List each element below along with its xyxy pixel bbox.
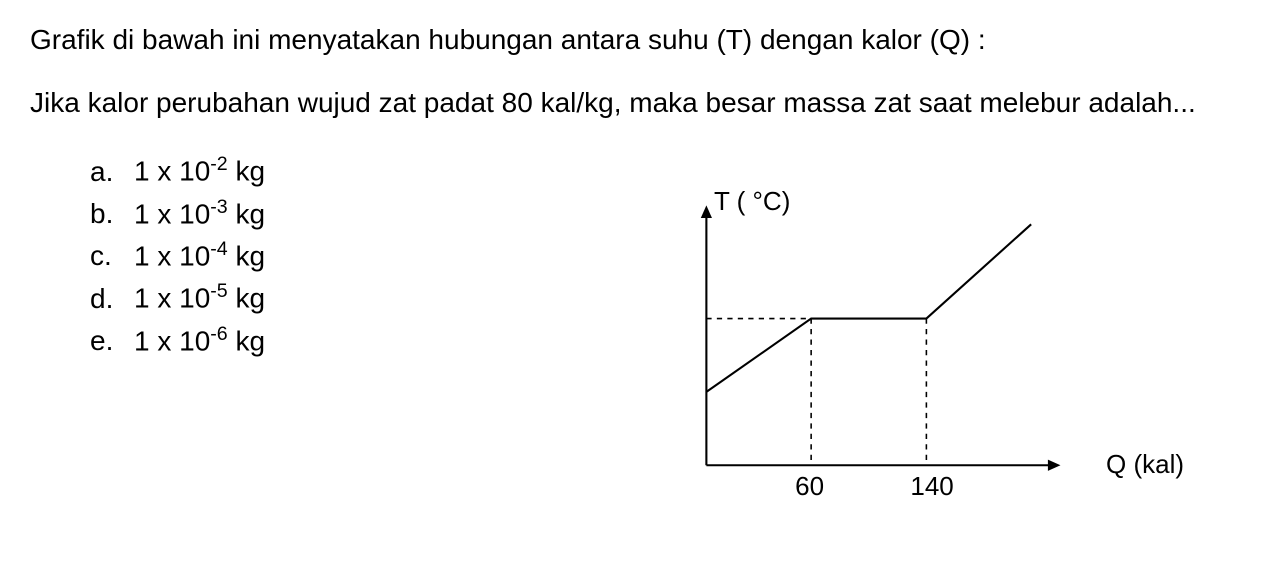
option-e: e. 1 x 10-6 kg (90, 320, 265, 362)
option-letter: c. (90, 235, 118, 277)
option-b: b. 1 x 10-3 kg (90, 193, 265, 235)
option-letter: e. (90, 320, 118, 362)
question-prompt: Jika kalor perubahan wujud zat padat 80 … (30, 83, 1244, 122)
options-list: a. 1 x 10-2 kg b. 1 x 10-3 kg c. 1 x 10-… (30, 130, 265, 362)
x-tick-60: 60 (795, 471, 824, 502)
y-axis-label: T ( °C) (714, 186, 790, 217)
option-letter: d. (90, 278, 118, 320)
chart-svg (654, 190, 1094, 510)
question-intro: Grafik di bawah ini menyatakan hubungan … (30, 20, 1244, 59)
option-a: a. 1 x 10-2 kg (90, 150, 265, 192)
temperature-heat-chart: T ( °C) Q (kal) 60 140 (654, 190, 1094, 510)
option-value: 1 x 10-5 kg (134, 277, 265, 319)
option-d: d. 1 x 10-5 kg (90, 277, 265, 319)
option-letter: a. (90, 151, 118, 193)
option-value: 1 x 10-6 kg (134, 320, 265, 362)
option-value: 1 x 10-3 kg (134, 193, 265, 235)
x-axis-label: Q (kal) (1106, 449, 1184, 480)
option-value: 1 x 10-2 kg (134, 150, 265, 192)
option-letter: b. (90, 193, 118, 235)
option-c: c. 1 x 10-4 kg (90, 235, 265, 277)
x-tick-140: 140 (910, 471, 953, 502)
option-value: 1 x 10-4 kg (134, 235, 265, 277)
